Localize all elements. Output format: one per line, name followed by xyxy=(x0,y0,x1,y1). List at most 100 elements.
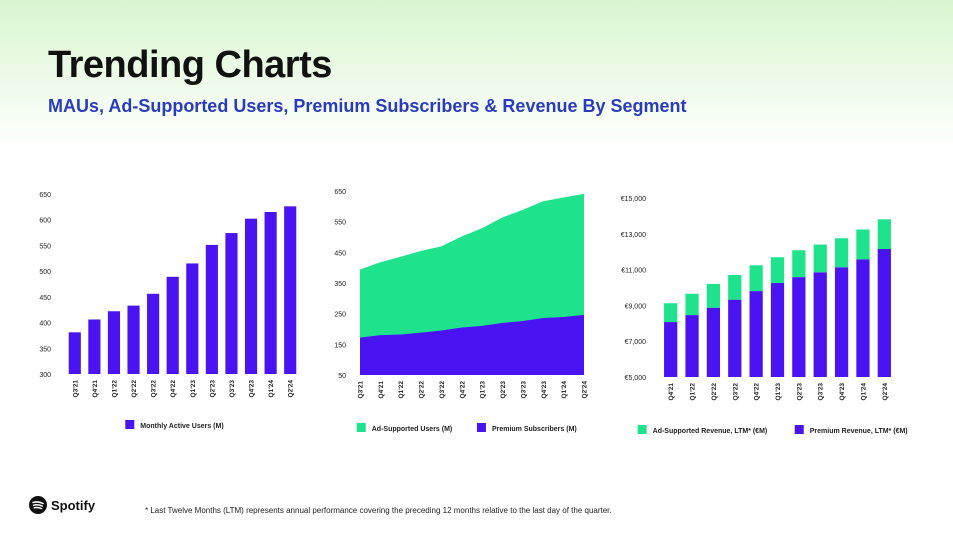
logo-text: Spotify xyxy=(51,497,96,513)
y-tick-label: 350 xyxy=(39,346,51,353)
x-tick-label: Q1'23 xyxy=(190,380,197,398)
legend-label: Monthly Active Users (M) xyxy=(140,423,223,430)
y-tick-label: €9,000 xyxy=(625,303,647,310)
legend-label: Ad-Supported Revenue, LTM* (€M) xyxy=(653,428,768,435)
bar xyxy=(770,257,785,284)
x-tick-label: Q2'22 xyxy=(711,383,718,401)
bar xyxy=(792,250,806,278)
y-tick-label: 450 xyxy=(334,250,346,257)
bar xyxy=(813,272,827,377)
x-tick-label: Q1'22 xyxy=(398,381,405,399)
x-tick-label: Q3'22 xyxy=(439,381,446,399)
bar xyxy=(856,259,870,377)
x-tick-label: Q3'22 xyxy=(151,380,158,398)
bar xyxy=(68,332,81,374)
area-fill xyxy=(360,314,584,375)
x-tick-label: Q1'23 xyxy=(775,383,782,401)
title: Trending Charts xyxy=(48,44,332,86)
y-tick-label: 650 xyxy=(39,192,51,199)
y-tick-label: 300 xyxy=(39,372,51,379)
legend-swatch xyxy=(476,423,486,432)
bar xyxy=(749,291,763,377)
y-tick-label: 500 xyxy=(39,269,51,276)
bar xyxy=(264,212,277,374)
x-tick-label: Q3'23 xyxy=(520,381,527,399)
x-tick-label: Q2'23 xyxy=(500,381,507,399)
bar xyxy=(706,283,721,308)
legend-swatch xyxy=(356,423,366,432)
legend-swatch xyxy=(794,425,804,434)
y-tick-label: 550 xyxy=(334,220,346,227)
x-tick-label: Q1'22 xyxy=(111,380,118,398)
bar xyxy=(664,322,678,377)
bar xyxy=(127,305,140,374)
x-tick-label: Q1'24 xyxy=(268,380,275,398)
legend-label: Premium Revenue, LTM* (€M) xyxy=(810,428,908,435)
x-tick-label: Q4'21 xyxy=(92,380,99,398)
x-tick-label: Q4'21 xyxy=(668,383,675,401)
bar xyxy=(877,249,891,377)
bar xyxy=(728,299,742,377)
y-tick-label: €7,000 xyxy=(625,339,647,346)
x-tick-label: Q3'21 xyxy=(72,380,79,398)
bar xyxy=(834,267,849,377)
area-fill xyxy=(360,194,584,338)
legend-swatch xyxy=(637,425,647,434)
bar xyxy=(685,293,699,316)
x-tick-label: Q2'22 xyxy=(419,381,426,399)
x-tick-label: Q4'22 xyxy=(754,383,761,401)
x-tick-label: Q2'22 xyxy=(131,380,138,398)
bar xyxy=(728,274,742,300)
y-tick-label: €15,000 xyxy=(621,196,646,203)
bar xyxy=(244,218,258,374)
x-tick-label: Q1'24 xyxy=(561,381,568,399)
x-tick-label: Q1'24 xyxy=(860,383,867,401)
bar xyxy=(813,244,827,273)
y-tick-label: €13,000 xyxy=(621,232,646,239)
bar xyxy=(186,263,199,374)
legend-label: Premium Subscribers (M) xyxy=(492,426,577,433)
bar xyxy=(792,277,806,377)
area-edge xyxy=(359,193,585,271)
y-tick-label: 400 xyxy=(39,321,51,328)
bar xyxy=(770,283,785,377)
legend-swatch xyxy=(125,420,135,429)
y-tick-label: 650 xyxy=(334,189,346,196)
x-tick-label: Q3'23 xyxy=(818,383,825,401)
x-tick-label: Q1'23 xyxy=(480,381,487,399)
x-tick-label: Q2'23 xyxy=(796,383,803,401)
y-tick-label: 150 xyxy=(334,342,346,349)
y-tick-label: 450 xyxy=(39,295,51,302)
legend-label: Ad-Supported Users (M) xyxy=(372,426,453,433)
x-tick-label: Q4'23 xyxy=(541,381,548,399)
x-tick-label: Q4'23 xyxy=(839,383,846,401)
y-tick-label: 250 xyxy=(334,312,346,319)
y-tick-label: €11,000 xyxy=(621,268,646,275)
bar xyxy=(706,307,721,377)
subtitle: MAUs, Ad-Supported Users, Premium Subscr… xyxy=(48,96,687,116)
x-tick-label: Q1'22 xyxy=(690,383,697,401)
y-tick-label: 600 xyxy=(39,218,51,225)
bar xyxy=(877,219,891,250)
bar xyxy=(749,265,763,292)
y-tick-label: 550 xyxy=(39,243,51,250)
bar xyxy=(284,206,297,374)
x-tick-label: Q4'23 xyxy=(249,380,256,398)
x-tick-label: Q3'23 xyxy=(229,380,236,398)
x-tick-label: Q2'24 xyxy=(288,380,295,398)
x-tick-label: Q4'22 xyxy=(170,380,177,398)
x-tick-label: Q2'23 xyxy=(209,380,216,398)
x-tick-label: Q4'21 xyxy=(378,381,385,399)
footnote: * Last Twelve Months (LTM) represents an… xyxy=(145,506,612,515)
y-tick-label: 50 xyxy=(338,373,346,380)
bar xyxy=(856,229,870,260)
bar xyxy=(685,315,699,377)
y-tick-label: 350 xyxy=(334,281,346,288)
x-tick-label: Q2'24 xyxy=(882,383,889,401)
x-tick-label: Q3'22 xyxy=(732,383,739,401)
bar xyxy=(225,233,238,374)
bar xyxy=(88,319,101,374)
logo: Spotify xyxy=(29,496,95,514)
